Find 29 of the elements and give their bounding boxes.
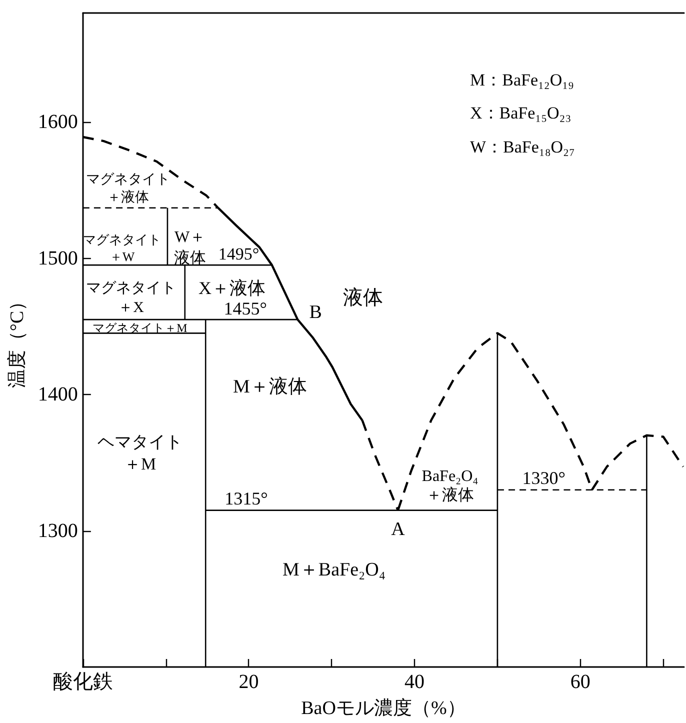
y-axis-title: 温度（°C）: [6, 292, 28, 388]
annotation: マグネタイト＋液体: [86, 172, 170, 206]
annotation: M＋BaFe₂O₄: [282, 560, 386, 580]
annotation: B: [309, 302, 322, 324]
annotation: M＋液体: [233, 376, 307, 398]
y-tick-label: 1400: [38, 384, 78, 406]
y-tick-label: 1500: [38, 247, 78, 270]
annotation: 液体: [343, 287, 383, 309]
annotation: マグネタイト＋W: [83, 232, 161, 264]
annotation: W＋液体: [174, 229, 206, 267]
annotation: マグネタイト＋X: [86, 280, 176, 316]
x-tick-label: 20: [238, 671, 259, 693]
y-tick-label: 1300: [38, 520, 78, 542]
x-tick-label: 60: [570, 671, 590, 693]
y-tick-label: 1600: [38, 111, 78, 133]
x-axis-title: BaOモル濃度（%）: [301, 697, 466, 719]
annotation: A: [391, 518, 406, 540]
annotation: W：BaFe₁₈O₂₇: [470, 138, 575, 156]
x-tick-label: 酸化鉄: [52, 671, 113, 693]
annotation: 1455°: [224, 298, 268, 319]
annotation: 1330°: [522, 468, 566, 488]
annotation: M：BaFe₁₂O₁₉: [470, 70, 574, 90]
annotation: X＋液体: [198, 278, 266, 298]
x-tick-label: 40: [404, 671, 425, 693]
annotation: BaFe₂O₄＋液体: [422, 468, 479, 504]
annotation: 1495°: [218, 244, 260, 264]
annotation: ヘマタイト＋M: [98, 432, 182, 474]
annotation: 1315°: [224, 488, 268, 508]
annotation: X：BaFe₁₅O₂₃: [470, 104, 572, 122]
